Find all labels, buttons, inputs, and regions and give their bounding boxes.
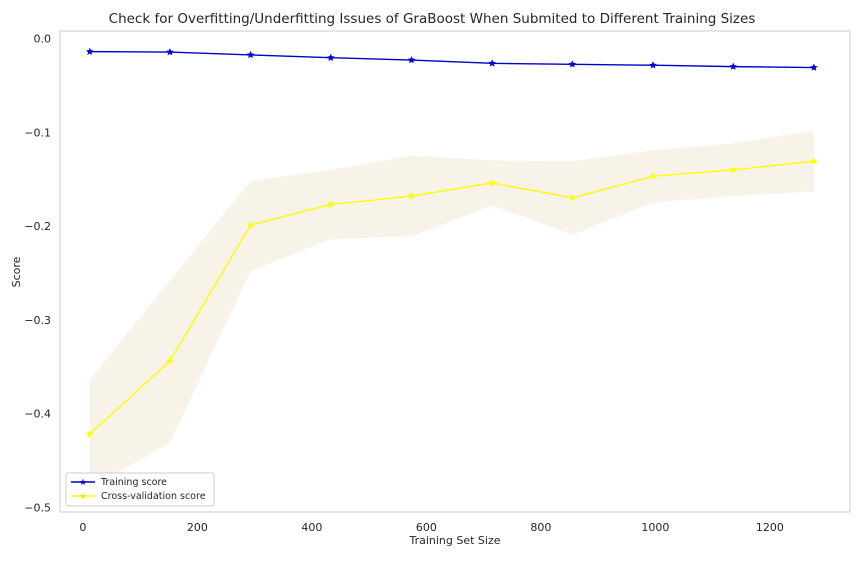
x-tick-label: 600 xyxy=(416,521,437,534)
x-axis-label: Training Set Size xyxy=(408,534,500,547)
training-score-line xyxy=(89,50,814,69)
training-score-point xyxy=(488,59,497,67)
training-score-point xyxy=(165,47,174,56)
cv-score-point xyxy=(165,356,174,365)
cv-score-point xyxy=(246,220,255,229)
training-score-point xyxy=(568,60,577,68)
training-score-point xyxy=(810,63,818,71)
y-axis-ticks: 0.0 −0.1 −0.2 −0.3 −0.4 −0.5 xyxy=(24,33,51,515)
cv-score-point xyxy=(568,193,577,202)
training-score-point xyxy=(326,53,335,62)
legend-training-marker: ★ xyxy=(79,478,87,488)
x-tick-label: 1000 xyxy=(641,521,669,534)
y-tick-label: −0.5 xyxy=(24,501,51,514)
x-axis-ticks: 0 200 400 600 800 1000 1200 xyxy=(79,521,783,534)
series-layer xyxy=(85,47,818,438)
y-tick-label: 0.0 xyxy=(34,33,52,46)
x-tick-label: 0 xyxy=(79,521,86,534)
legend-training-label: Training score xyxy=(100,477,167,488)
legend: ★ Training score ★ Cross-validation scor… xyxy=(65,472,215,507)
cv-score-point xyxy=(326,200,335,208)
x-tick-label: 200 xyxy=(187,521,208,534)
chart-title: Check for Overfitting/Underfitting Issue… xyxy=(109,11,756,27)
x-tick-label: 1200 xyxy=(756,521,784,534)
legend-cv-label: Cross-validation score xyxy=(101,491,206,502)
cv-score-point xyxy=(488,178,497,187)
cv-score-point xyxy=(407,191,416,200)
legend-cv-marker: ★ xyxy=(79,492,87,502)
y-tick-label: −0.2 xyxy=(24,220,51,233)
y-tick-label: −0.4 xyxy=(24,408,51,421)
cv-score-point xyxy=(649,172,657,180)
cv-score-point xyxy=(729,165,738,174)
y-tick-label: −0.3 xyxy=(24,314,51,327)
training-score-point xyxy=(85,47,94,55)
legend-box xyxy=(65,472,215,507)
y-tick-label: −0.1 xyxy=(24,126,51,139)
cv-score-point xyxy=(810,157,818,165)
x-tick-label: 400 xyxy=(301,521,322,534)
x-tick-label: 800 xyxy=(530,521,551,534)
training-score-point xyxy=(407,55,416,64)
training-score-point xyxy=(649,61,657,69)
y-axis-label: Score xyxy=(10,256,23,287)
training-score-point xyxy=(246,50,255,59)
cv-score-line xyxy=(89,160,815,435)
training-score-point xyxy=(729,62,738,70)
cv-score-point xyxy=(85,430,94,438)
